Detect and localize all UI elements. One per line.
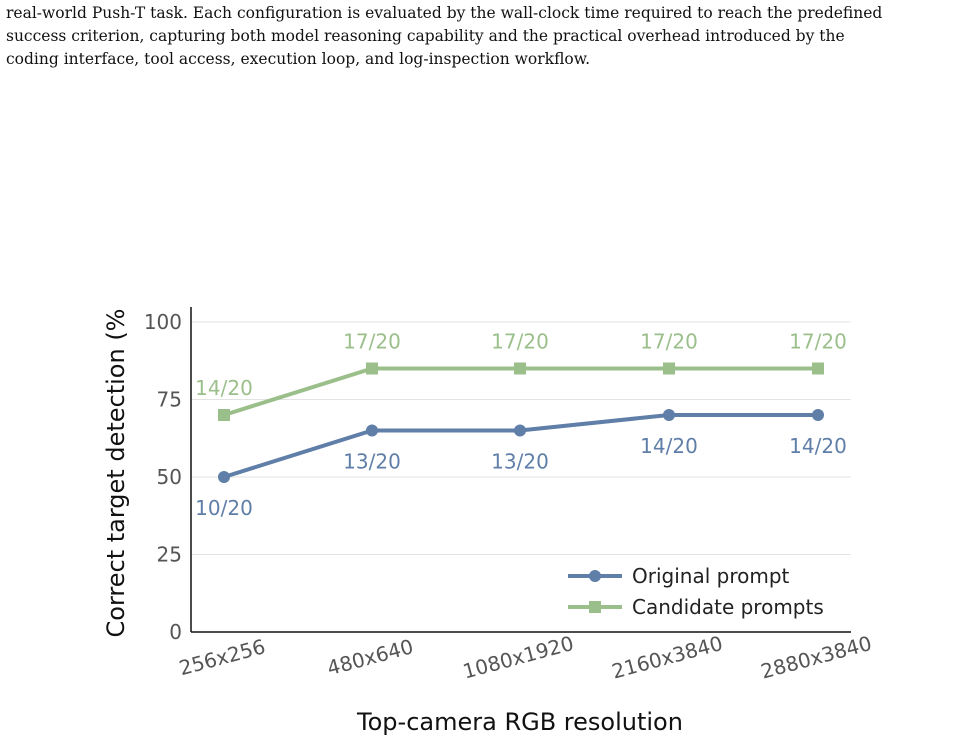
x-tick-label: 2160x3840	[609, 631, 725, 684]
data-point	[366, 424, 378, 437]
data-label: 14/20	[195, 376, 253, 400]
x-axis-title: Top-camera RGB resolution	[356, 708, 683, 736]
grid-lines	[191, 321, 851, 555]
data-point	[218, 471, 230, 483]
x-tick-label: 1080x1920	[460, 631, 576, 684]
data-point	[514, 424, 526, 437]
data-labels: 10/20 13/20 13/20 14/20 14/20 14/20 17/20 17/20…	[195, 330, 847, 521]
x-tick-label: 480x640	[324, 634, 415, 680]
y-axis-title: Correct target detection (%	[102, 309, 130, 638]
data-label: 13/20	[491, 450, 549, 474]
legend-label: Candidate prompts	[632, 595, 824, 619]
series-line	[223, 366, 818, 417]
y-tick-label: 100	[144, 310, 182, 334]
data-label: 14/20	[640, 434, 698, 458]
x-tick-label: 2880x3840	[758, 631, 874, 684]
caption-paragraph: real-world Push-T task. Each configurati…	[6, 2, 951, 71]
y-tick-label: 0	[169, 620, 182, 644]
data-point	[366, 362, 378, 375]
data-label: 10/20	[195, 496, 253, 520]
data-point	[663, 409, 675, 421]
y-tick-label: 75	[157, 388, 182, 412]
data-point	[218, 409, 230, 421]
y-tick-label: 25	[157, 543, 182, 567]
legend-marker	[589, 601, 601, 613]
data-label: 14/20	[789, 434, 847, 458]
paragraph-line: coding interface, tool access, execution…	[6, 50, 591, 68]
data-point	[812, 409, 824, 421]
data-point	[514, 362, 526, 375]
legend: Original prompt Candidate prompts	[568, 564, 824, 619]
data-label: 13/20	[343, 450, 401, 474]
data-label: 17/20	[640, 330, 698, 354]
data-label: 17/20	[491, 330, 549, 354]
axes: 0 25 50 75 100 256x256 480x640 1080x1920 2160x38…	[144, 307, 874, 684]
paragraph-line: real-world Push-T task. Each configurati…	[6, 4, 883, 22]
y-tick-label: 50	[157, 465, 182, 489]
data-point	[663, 362, 675, 375]
legend-label: Original prompt	[632, 564, 790, 588]
data-label: 17/20	[789, 330, 847, 354]
legend-marker	[589, 570, 601, 582]
paragraph-line: success criterion, capturing both model …	[6, 27, 845, 45]
data-point	[812, 362, 824, 375]
x-tick-label: 256x256	[176, 634, 267, 680]
series	[218, 362, 824, 483]
data-label: 17/20	[343, 330, 401, 354]
